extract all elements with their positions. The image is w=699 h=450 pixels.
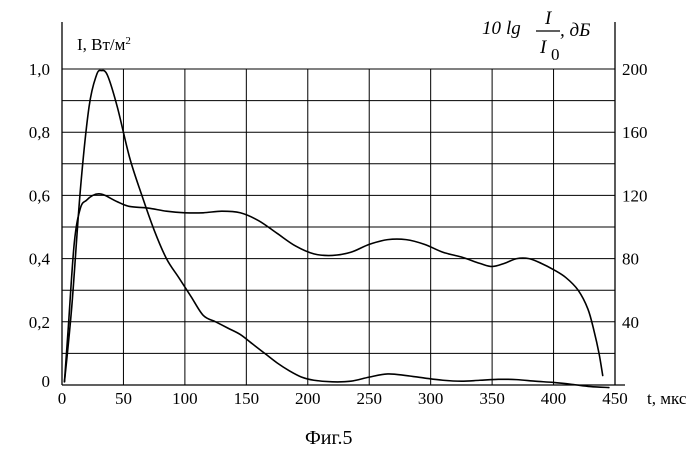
x-tick-label: 350 xyxy=(479,389,505,408)
svg-text:10: 10 xyxy=(482,18,502,39)
y-right-tick-label: 160 xyxy=(622,123,648,142)
y-left-axis-label: I, Вт/м2 xyxy=(77,35,131,54)
x-tick-label: 0 xyxy=(58,389,67,408)
axes xyxy=(62,22,625,385)
figure-caption: Фиг.5 xyxy=(305,427,352,449)
svg-text:, дБ: , дБ xyxy=(560,20,590,41)
svg-text:I: I xyxy=(539,37,548,58)
y-right-tick-label: 200 xyxy=(622,60,648,79)
x-tick-label: 100 xyxy=(172,389,198,408)
x-tick-label: 450 xyxy=(602,389,628,408)
x-tick-label: 150 xyxy=(234,389,260,408)
y-left-tick-label: 0,4 xyxy=(29,250,51,269)
svg-text:0: 0 xyxy=(551,45,560,64)
y-right-axis-label: 10 lg I I 0 , дБ xyxy=(482,8,590,64)
y-left-tick-label: 1,0 xyxy=(29,60,50,79)
svg-text:I: I xyxy=(544,8,553,29)
x-axis-label: t, мкс xyxy=(647,389,687,408)
series-line-left-axis xyxy=(64,70,608,387)
y-left-tick-label: 0,2 xyxy=(29,313,50,332)
x-tick-label: 50 xyxy=(115,389,132,408)
curves xyxy=(64,70,608,387)
y-right-tick-label: 120 xyxy=(622,186,648,205)
x-tick-label: 400 xyxy=(541,389,567,408)
x-tick-label: 300 xyxy=(418,389,444,408)
svg-text:lg: lg xyxy=(506,18,521,39)
x-tick-label: 250 xyxy=(356,389,382,408)
y-left-tick-label: 0 xyxy=(42,372,51,391)
y-left-tick-label: 0,6 xyxy=(29,186,50,205)
grid xyxy=(62,69,615,385)
y-left-tick-label: 0,8 xyxy=(29,123,50,142)
labels: 0 50 100 150 200 250 300 350 400 450 0 0,2 0,4 0,6 0,8… xyxy=(29,60,648,408)
y-right-tick-label: 40 xyxy=(622,313,639,332)
y-right-tick-label: 80 xyxy=(622,250,639,269)
x-tick-label: 200 xyxy=(295,389,321,408)
